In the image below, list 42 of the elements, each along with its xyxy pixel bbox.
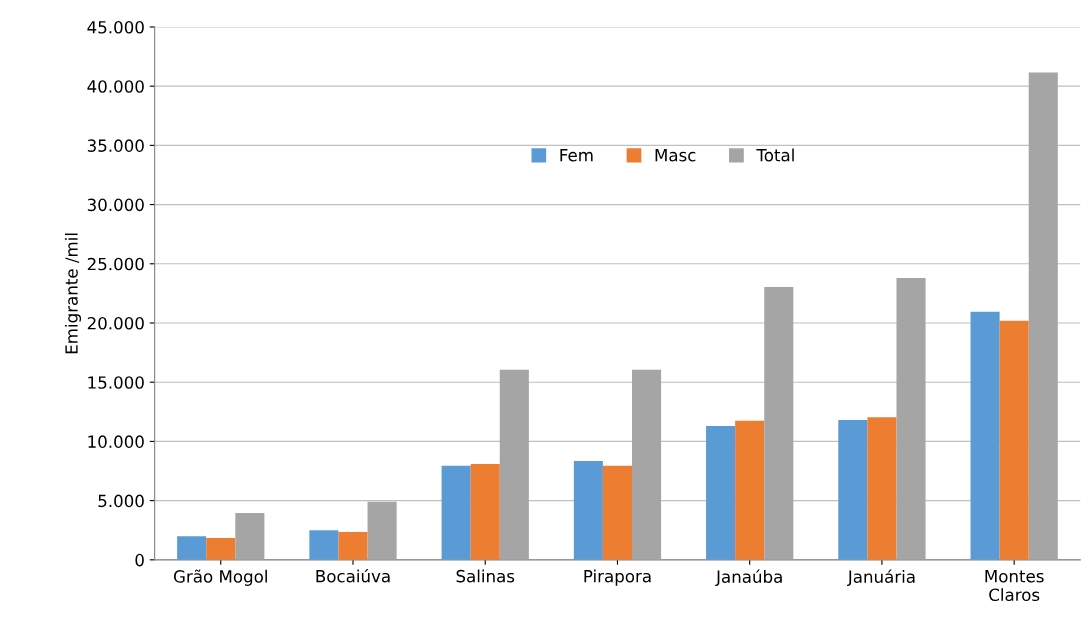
y-tick-label: 35.000 bbox=[87, 139, 144, 152]
y-tick-label: 10.000 bbox=[88, 435, 144, 448]
bar bbox=[206, 537, 236, 560]
x-tick-label: Janaúba bbox=[715, 569, 782, 587]
x-tick-label: Montes Claros bbox=[985, 570, 1044, 602]
bar bbox=[499, 369, 529, 560]
x-tick-label: Januária bbox=[846, 569, 915, 587]
bar bbox=[470, 463, 500, 560]
y-tick-label: 5.000 bbox=[98, 494, 144, 508]
legend-label: Masc bbox=[655, 149, 696, 162]
y-tick-label: 25.000 bbox=[87, 257, 144, 271]
legend-label: Total bbox=[756, 148, 794, 162]
bar bbox=[764, 286, 794, 560]
bar bbox=[441, 465, 471, 560]
y-tick-label: 40.000 bbox=[87, 80, 144, 93]
bar bbox=[177, 536, 207, 560]
x-tick-label: Salinas bbox=[456, 569, 515, 583]
bar bbox=[338, 532, 368, 560]
bar bbox=[999, 320, 1029, 560]
bar bbox=[706, 426, 736, 560]
bar bbox=[235, 513, 265, 560]
x-tick-label: Bocaiúva bbox=[316, 568, 390, 583]
x-tick-label: Grão Mogol bbox=[173, 569, 267, 586]
y-tick-label: 0 bbox=[135, 553, 144, 567]
bar bbox=[367, 501, 397, 560]
bar bbox=[1028, 72, 1058, 560]
bar bbox=[632, 369, 662, 560]
bar bbox=[573, 460, 603, 560]
y-tick-label: 15.000 bbox=[88, 376, 144, 389]
y-axis-title: Emigrante /mil bbox=[64, 233, 82, 354]
bar bbox=[735, 420, 765, 560]
bar bbox=[838, 420, 868, 560]
bar bbox=[602, 465, 633, 560]
bar bbox=[309, 530, 339, 560]
bar bbox=[867, 417, 897, 560]
y-tick-label: 45.000 bbox=[87, 20, 144, 34]
y-tick-label: 20.000 bbox=[87, 316, 144, 330]
bar bbox=[896, 278, 926, 560]
legend-label: Fem bbox=[560, 149, 593, 162]
y-tick-label: 30.000 bbox=[87, 198, 144, 212]
bar bbox=[970, 311, 1000, 560]
x-tick-label: Pirapora bbox=[584, 569, 651, 586]
